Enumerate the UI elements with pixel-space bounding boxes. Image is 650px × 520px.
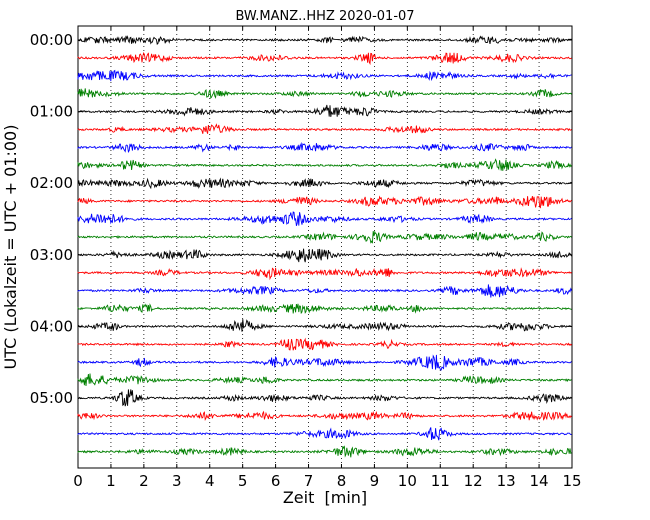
seismogram-trace	[77, 267, 572, 281]
y-tick-label: 03:00	[30, 246, 73, 264]
seismogram-trace	[77, 427, 572, 441]
seismogram-trace	[77, 158, 572, 171]
seismogram-trace	[77, 373, 572, 386]
seismogram-trace	[77, 104, 572, 117]
x-tick-label: 11	[431, 472, 450, 490]
seismogram-trace	[77, 69, 572, 82]
seismogram-trace	[77, 410, 572, 422]
x-tick-label: 1	[106, 472, 116, 490]
x-tick-label: 6	[271, 472, 281, 490]
y-tick-label: 04:00	[30, 317, 73, 335]
x-tick-label: 5	[238, 472, 248, 490]
seismogram-trace	[77, 177, 572, 190]
seismogram-trace	[77, 211, 572, 226]
chart-title: BW.MANZ..HHZ 2020-01-07	[235, 9, 414, 24]
x-tick-label: 14	[530, 472, 549, 490]
plot-frame	[77, 25, 573, 469]
y-axis-ticks: 00:00 01:00 02:00 03:00 04:00 05:00	[30, 31, 572, 407]
seismogram-trace	[77, 389, 572, 407]
seismogram-traces	[77, 35, 573, 458]
vertical-grid	[110, 26, 540, 468]
y-tick-label: 00:00	[30, 31, 73, 49]
seismogram-trace	[77, 35, 572, 46]
seismogram-trace	[77, 248, 572, 263]
y-axis-title: UTC (Lokalzeit = UTC + 01:00)	[1, 125, 20, 370]
x-tick-label: 3	[172, 472, 182, 490]
seismogram-trace	[77, 141, 572, 153]
x-tick-label: 12	[464, 472, 483, 490]
y-tick-label: 01:00	[30, 103, 73, 121]
x-tick-label: 15	[562, 472, 581, 490]
y-tick-label: 02:00	[30, 174, 73, 192]
seismogram-trace	[77, 354, 572, 371]
x-tick-label: 8	[337, 472, 347, 490]
seismogram-trace	[77, 303, 572, 315]
seismogram-trace	[77, 51, 572, 66]
seismogram-trace	[77, 284, 573, 298]
seismogram-trace	[77, 319, 572, 332]
x-tick-label: 7	[304, 472, 314, 490]
x-tick-label: 13	[497, 472, 516, 490]
x-axis-title: Zeit [min]	[283, 488, 367, 507]
x-tick-label: 2	[139, 472, 149, 490]
seismogram-trace	[77, 230, 572, 244]
seismogram-trace	[77, 195, 572, 209]
x-axis-ticks: 0 1 2 3 4 5 6 7 8 9 10 11 12 13 14 15	[73, 26, 582, 490]
seismogram-trace	[77, 337, 572, 351]
seismogram-trace	[77, 123, 572, 134]
x-tick-label: 4	[205, 472, 215, 490]
x-tick-label: 0	[73, 472, 83, 490]
seismogram-trace	[77, 445, 572, 458]
x-tick-label: 10	[398, 472, 417, 490]
x-tick-label: 9	[370, 472, 380, 490]
seismogram-trace	[77, 88, 572, 100]
y-tick-label: 05:00	[30, 389, 73, 407]
